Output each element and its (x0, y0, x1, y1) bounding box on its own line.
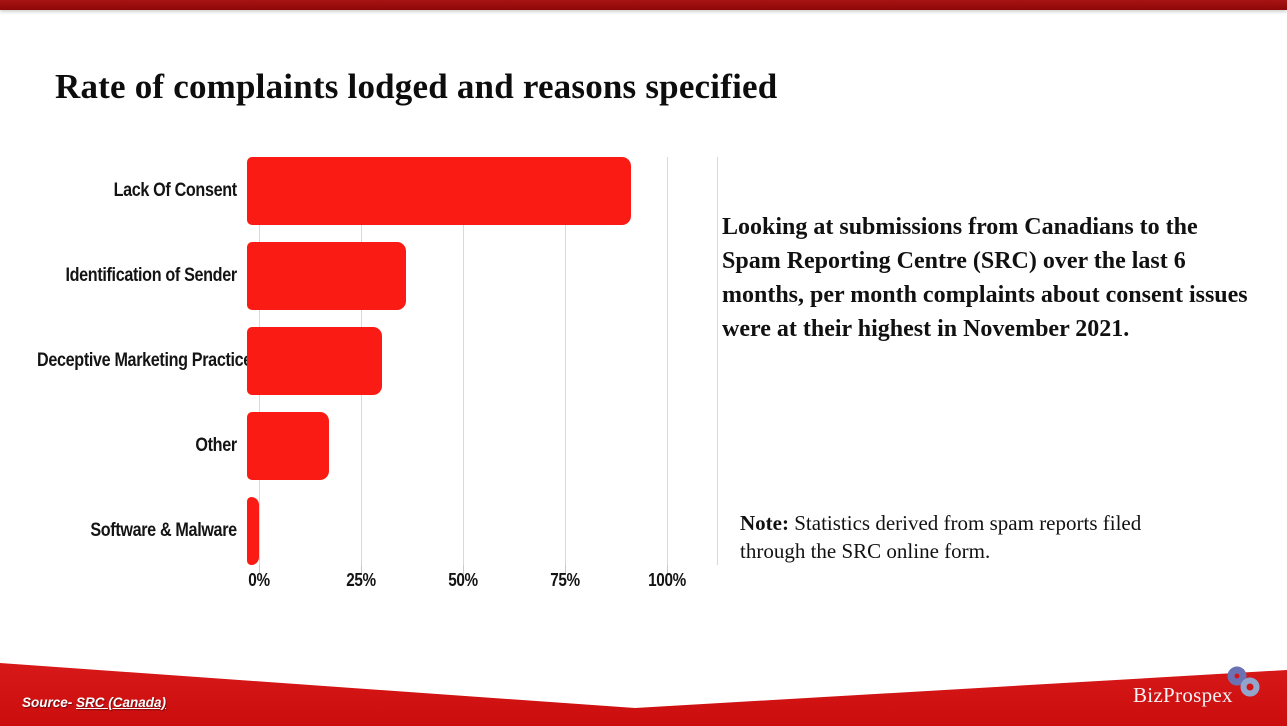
page-title: Rate of complaints lodged and reasons sp… (55, 67, 778, 107)
bar-track (247, 242, 706, 310)
x-axis-tick-label: 25% (346, 570, 376, 590)
bottom-ribbon: Source- SRC (Canada) (0, 663, 1287, 726)
chart-row: Deceptive Marketing Practices (0, 327, 718, 395)
source-link[interactable]: SRC (Canada) (76, 695, 167, 710)
category-label: Software & Malware (90, 520, 237, 541)
chart-row: Software & Malware (0, 497, 718, 565)
bar (247, 412, 329, 480)
brand-name: BizProspex (1133, 683, 1233, 707)
x-axis-tick-label: 0% (248, 570, 270, 590)
top-accent-bar (0, 0, 1287, 10)
brand-logo: BizProspex (1133, 666, 1263, 712)
x-axis-tick-label: 100% (648, 570, 686, 590)
gridline (667, 157, 668, 565)
bar-track (247, 412, 706, 480)
chart-rows: Lack Of Consent Identification of Sender… (0, 157, 718, 565)
commentary-text: Looking at submissions from Canadians to… (722, 214, 1248, 342)
brand-rings-icon (1227, 666, 1260, 697)
x-axis-labels: 0% 25% 50% 75% 100% (248, 570, 718, 596)
axis-tick (361, 565, 362, 574)
chart-row: Other (0, 412, 718, 480)
note-body: Statistics derived from spam reports fil… (740, 511, 1142, 563)
chart-row: Lack Of Consent (0, 157, 718, 225)
source-line: Source- SRC (Canada) (22, 695, 166, 710)
note-label: Note: (740, 511, 789, 535)
bar (247, 497, 260, 565)
x-axis-tick-label: 50% (448, 570, 478, 590)
source-label: Source- (22, 695, 77, 710)
bar (247, 157, 631, 225)
note-text: Note: Statistics derived from spam repor… (740, 509, 1210, 565)
bar-track (247, 497, 706, 565)
category-label: Deceptive Marketing Practices (37, 350, 261, 371)
axis-tick (463, 565, 464, 574)
plot-right-edge (717, 157, 718, 565)
bar (247, 242, 407, 310)
category-label: Other (195, 435, 237, 456)
x-axis-tick-label: 75% (550, 570, 580, 590)
category-label: Lack Of Consent (113, 180, 238, 201)
category-label: Identification of Sender (65, 265, 237, 286)
bar-track (247, 327, 706, 395)
bar (247, 327, 382, 395)
axis-tick (565, 565, 566, 574)
axis-tick (667, 565, 668, 574)
gridline (463, 157, 464, 565)
bar-chart: Lack Of Consent Identification of Sender… (0, 157, 718, 574)
bar-track (247, 157, 706, 225)
chart-row: Identification of Sender (0, 242, 718, 310)
gridline (565, 157, 566, 565)
axis-tick (259, 565, 260, 574)
